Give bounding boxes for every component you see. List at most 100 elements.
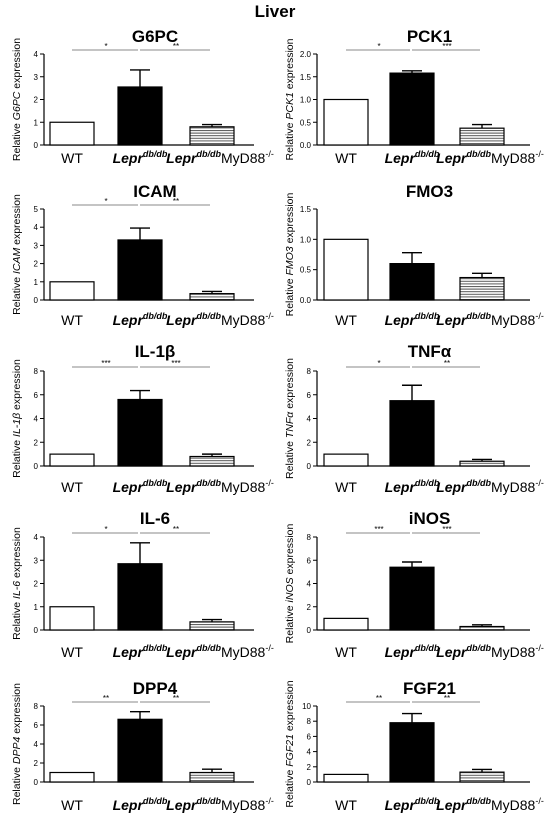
x-tick-label: Leprdb/db bbox=[113, 478, 168, 495]
y-tick-label: 1 bbox=[34, 603, 39, 612]
bar bbox=[389, 722, 435, 783]
y-tick-label: 0 bbox=[34, 462, 39, 471]
bar bbox=[323, 238, 369, 301]
chart-title: TNFα bbox=[408, 342, 452, 361]
x-tick-label: Leprdb/dbMyD88-/- bbox=[436, 478, 544, 495]
y-tick-label: 0.5 bbox=[300, 118, 312, 127]
chart-title: IL-6 bbox=[140, 509, 170, 528]
x-tick-label: Leprdb/db bbox=[113, 149, 168, 166]
bar bbox=[459, 276, 505, 301]
chart-panel-8: DPP4 0 2 4 6 8 Relative DPP4 expression ** ** WT L… bbox=[11, 679, 274, 813]
x-tick-label: Leprdb/dbMyD88-/- bbox=[436, 643, 544, 660]
y-tick-label: 0.5 bbox=[300, 266, 312, 275]
bar bbox=[323, 617, 369, 631]
significance-label: ** bbox=[444, 694, 450, 703]
y-tick-label: 3 bbox=[34, 73, 39, 82]
y-tick-label: 4 bbox=[34, 223, 39, 232]
bar bbox=[459, 127, 505, 146]
figure-title: Liver bbox=[254, 2, 296, 21]
bar bbox=[117, 563, 163, 631]
x-tick-label: WT bbox=[335, 150, 357, 166]
x-tick-label: Leprdb/dbMyD88-/- bbox=[166, 478, 274, 495]
significance-label: * bbox=[104, 197, 107, 206]
y-axis-label: Relative TNFα expression bbox=[284, 358, 296, 479]
significance-label: ** bbox=[173, 694, 179, 703]
bar bbox=[117, 398, 163, 467]
y-tick-label: 4 bbox=[34, 415, 39, 424]
x-tick-label: WT bbox=[61, 797, 83, 813]
x-tick-label: Leprdb/dbMyD88-/- bbox=[166, 643, 274, 660]
x-tick-label: Leprdb/db bbox=[385, 796, 440, 813]
y-tick-label: 2 bbox=[34, 96, 39, 105]
x-tick-label: WT bbox=[335, 797, 357, 813]
bar bbox=[389, 566, 435, 631]
significance-label: ** bbox=[103, 694, 109, 703]
y-axis-label: Relative ICAM expression bbox=[11, 194, 23, 315]
x-tick-label: Leprdb/db bbox=[113, 796, 168, 813]
significance-label: *** bbox=[374, 525, 383, 534]
y-tick-label: 1 bbox=[34, 278, 39, 287]
y-tick-label: 0 bbox=[34, 626, 39, 635]
bar bbox=[49, 453, 95, 467]
y-tick-label: 1.5 bbox=[300, 205, 312, 214]
y-tick-label: 0 bbox=[307, 626, 312, 635]
y-tick-label: 0 bbox=[34, 778, 39, 787]
bar bbox=[49, 121, 95, 146]
y-tick-label: 3 bbox=[34, 241, 39, 250]
x-tick-label: Leprdb/dbMyD88-/- bbox=[166, 796, 274, 813]
x-tick-label: WT bbox=[335, 312, 357, 328]
y-tick-label: 2 bbox=[307, 603, 312, 612]
chart-title: ICAM bbox=[133, 182, 176, 201]
x-tick-label: WT bbox=[335, 644, 357, 660]
y-tick-label: 2 bbox=[34, 438, 39, 447]
x-tick-label: Leprdb/db bbox=[113, 311, 168, 328]
bar bbox=[189, 771, 235, 783]
chart-title: FGF21 bbox=[403, 679, 456, 698]
x-tick-label: WT bbox=[61, 644, 83, 660]
y-tick-label: 0.0 bbox=[300, 296, 312, 305]
y-tick-label: 0 bbox=[307, 778, 312, 787]
y-tick-label: 1 bbox=[34, 118, 39, 127]
chart-panel-9: FGF21 0 2 4 6 8 10 Relative FGF21 expression ** *… bbox=[284, 679, 544, 813]
y-tick-label: 8 bbox=[307, 717, 312, 726]
bar bbox=[117, 718, 163, 783]
y-axis-label: Relative FGF21 expression bbox=[284, 680, 296, 807]
y-tick-label: 1.0 bbox=[300, 235, 312, 244]
y-tick-label: 8 bbox=[307, 367, 312, 376]
y-tick-label: 2 bbox=[34, 260, 39, 269]
y-tick-label: 1.5 bbox=[300, 73, 312, 82]
y-tick-label: 2 bbox=[307, 763, 312, 772]
x-tick-label: WT bbox=[61, 479, 83, 495]
bar bbox=[117, 239, 163, 301]
bar bbox=[189, 126, 235, 146]
x-tick-label: Leprdb/db bbox=[385, 643, 440, 660]
y-tick-label: 3 bbox=[34, 556, 39, 565]
y-tick-label: 2 bbox=[307, 438, 312, 447]
bar bbox=[117, 86, 163, 146]
significance-label: ** bbox=[173, 525, 179, 534]
y-tick-label: 6 bbox=[307, 556, 312, 565]
x-tick-label: WT bbox=[335, 479, 357, 495]
y-tick-label: 4 bbox=[34, 533, 39, 542]
chart-panel-4: IL-1β 0 2 4 6 8 Relative IL-1β expression *** **… bbox=[11, 342, 274, 495]
y-tick-label: 2.0 bbox=[300, 50, 312, 59]
bar bbox=[459, 625, 505, 631]
bar bbox=[323, 773, 369, 783]
x-tick-label: Leprdb/dbMyD88-/- bbox=[166, 311, 274, 328]
significance-label: ** bbox=[376, 694, 382, 703]
significance-label: *** bbox=[171, 359, 180, 368]
y-axis-label: Relative PCK1 expression bbox=[284, 38, 296, 160]
y-tick-label: 5 bbox=[34, 205, 39, 214]
chart-title: DPP4 bbox=[133, 679, 178, 698]
bar bbox=[49, 281, 95, 301]
y-tick-label: 0 bbox=[34, 296, 39, 305]
chart-title: FMO3 bbox=[406, 182, 453, 201]
bar bbox=[189, 293, 235, 301]
y-tick-label: 2 bbox=[34, 580, 39, 589]
x-tick-label: Leprdb/db bbox=[113, 643, 168, 660]
bar bbox=[323, 453, 369, 467]
significance-label: *** bbox=[442, 42, 451, 51]
